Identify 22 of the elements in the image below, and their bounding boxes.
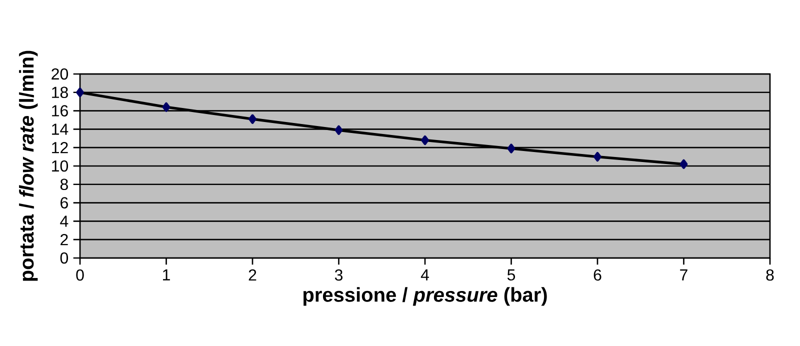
x-tick-label: 1 [163,269,170,280]
y-tick-label: 4 [60,216,68,227]
y-tick-label: 18 [52,86,68,98]
x-tick-label: 0 [76,269,84,281]
y-tick-label: 0 [60,252,68,264]
y-tick-label: 2 [60,234,68,246]
y-tick-label: 10 [52,160,68,172]
x-tick-label: 5 [507,269,516,281]
x-axis-title: pressione / pressure (bar) [303,287,547,306]
x-tick-label: 8 [766,269,774,281]
y-tick-label: 16 [52,105,68,116]
x-tick-label: 3 [334,269,342,281]
x-tick-label: 7 [680,269,688,280]
y-axis-title: portata / flow rate (l/min) [19,50,38,281]
y-tick-label: 14 [52,124,68,135]
y-tick-label: 6 [60,197,68,208]
x-tick-label: 6 [594,269,602,281]
y-tick-label: 8 [60,178,68,190]
x-tick-label: 4 [420,269,429,280]
x-tick-label: 2 [248,269,256,281]
y-tick-label: 20 [52,68,68,80]
y-tick-label: 12 [52,142,68,154]
